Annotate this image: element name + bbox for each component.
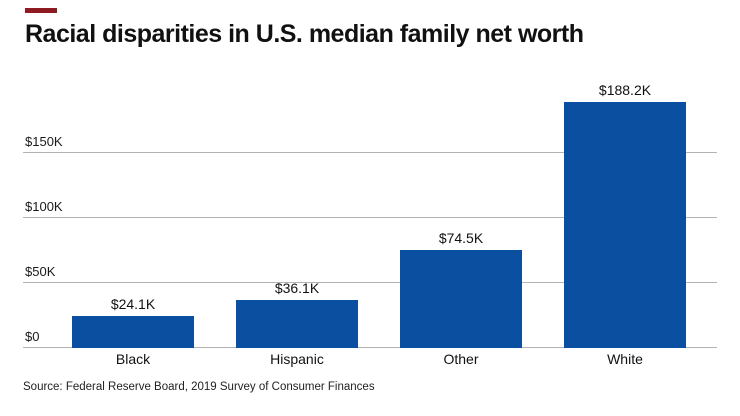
bar-value-label: $74.5K bbox=[438, 230, 484, 246]
gridline-$150K bbox=[23, 152, 717, 153]
source-attribution: Source: Federal Reserve Board, 2019 Surv… bbox=[23, 381, 375, 393]
y-axis-tick-label: $150K bbox=[25, 134, 63, 149]
x-axis-category-label: Black bbox=[115, 351, 151, 367]
chart-title: Racial disparities in U.S. median family… bbox=[25, 20, 584, 48]
bar-black bbox=[72, 316, 194, 348]
gridline-$50K bbox=[23, 282, 717, 283]
gridline-$0 bbox=[23, 347, 717, 348]
bar-hispanic bbox=[236, 300, 358, 348]
bar-value-label: $24.1K bbox=[110, 296, 156, 312]
x-axis-category-label: Other bbox=[443, 351, 479, 367]
brand-accent-dash bbox=[25, 8, 57, 13]
bar-other bbox=[400, 250, 522, 348]
y-axis-tick-label: $100K bbox=[25, 199, 63, 214]
bar-white bbox=[564, 102, 686, 348]
bar-value-label: $188.2K bbox=[598, 82, 652, 98]
bar-value-label: $36.1K bbox=[274, 280, 320, 296]
y-axis-tick-label: $0 bbox=[25, 329, 40, 344]
x-axis-category-label: Hispanic bbox=[270, 351, 324, 367]
y-axis-tick-label: $50K bbox=[25, 264, 56, 279]
gridline-$100K bbox=[23, 217, 717, 218]
x-axis-category-label: White bbox=[607, 351, 643, 367]
